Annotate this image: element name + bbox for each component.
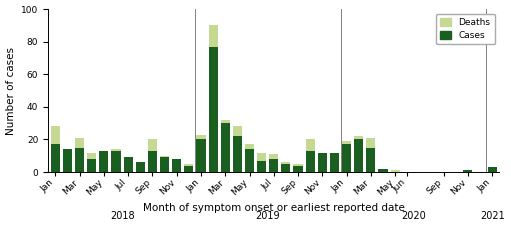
Bar — [148, 151, 157, 172]
Bar — [330, 152, 339, 172]
Bar — [196, 135, 205, 140]
Bar — [221, 120, 230, 123]
Bar — [306, 151, 315, 172]
Bar — [318, 152, 327, 172]
Bar — [160, 158, 169, 172]
Bar — [257, 152, 266, 161]
Bar — [366, 138, 376, 148]
Bar — [245, 144, 254, 149]
Bar — [293, 166, 303, 172]
X-axis label: Month of symptom onset or earliest reported date: Month of symptom onset or earliest repor… — [143, 203, 405, 213]
Bar — [75, 148, 84, 172]
Bar — [245, 149, 254, 172]
Bar — [342, 141, 351, 144]
Bar — [208, 25, 218, 47]
Bar — [233, 126, 242, 136]
Bar — [366, 148, 376, 172]
Bar — [282, 164, 290, 172]
Bar — [160, 156, 169, 158]
Bar — [221, 123, 230, 172]
Legend: Deaths, Cases: Deaths, Cases — [436, 14, 495, 44]
Bar — [208, 47, 218, 172]
Y-axis label: Number of cases: Number of cases — [6, 47, 15, 135]
Bar — [390, 170, 400, 172]
Bar — [463, 170, 473, 172]
Bar — [87, 152, 96, 159]
Text: 2021: 2021 — [480, 211, 504, 221]
Bar — [293, 164, 303, 166]
Bar — [87, 159, 96, 172]
Bar — [233, 136, 242, 172]
Bar — [75, 138, 84, 148]
Bar — [63, 149, 72, 172]
Bar — [269, 159, 278, 172]
Bar — [99, 151, 108, 172]
Bar — [196, 140, 205, 172]
Bar — [124, 158, 133, 172]
Bar — [354, 140, 363, 172]
Bar — [111, 149, 121, 151]
Bar — [51, 126, 60, 144]
Bar — [354, 136, 363, 140]
Bar — [306, 140, 315, 151]
Bar — [51, 144, 60, 172]
Bar — [282, 162, 290, 164]
Bar — [184, 164, 193, 166]
Bar — [172, 159, 181, 172]
Bar — [111, 151, 121, 172]
Bar — [342, 144, 351, 172]
Bar — [136, 162, 145, 172]
Bar — [487, 167, 497, 172]
Bar — [379, 169, 387, 172]
Bar — [269, 154, 278, 159]
Text: 2018: 2018 — [110, 211, 134, 221]
Text: 2019: 2019 — [256, 211, 280, 221]
Bar — [257, 161, 266, 172]
Text: 2020: 2020 — [401, 211, 426, 221]
Bar — [184, 166, 193, 172]
Bar — [148, 140, 157, 151]
